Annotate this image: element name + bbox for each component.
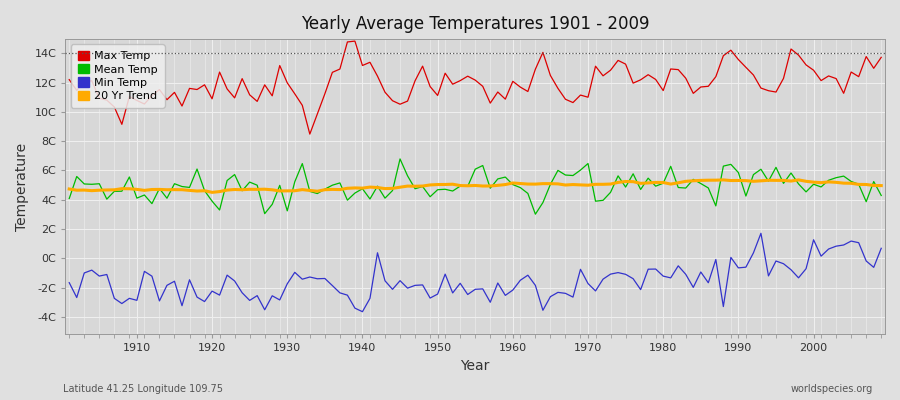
- Text: Latitude 41.25 Longitude 109.75: Latitude 41.25 Longitude 109.75: [63, 384, 223, 394]
- Y-axis label: Temperature: Temperature: [15, 142, 29, 231]
- X-axis label: Year: Year: [461, 359, 490, 373]
- Text: worldspecies.org: worldspecies.org: [791, 384, 873, 394]
- Legend: Max Temp, Mean Temp, Min Temp, 20 Yr Trend: Max Temp, Mean Temp, Min Temp, 20 Yr Tre…: [71, 44, 165, 108]
- Title: Yearly Average Temperatures 1901 - 2009: Yearly Average Temperatures 1901 - 2009: [301, 15, 650, 33]
